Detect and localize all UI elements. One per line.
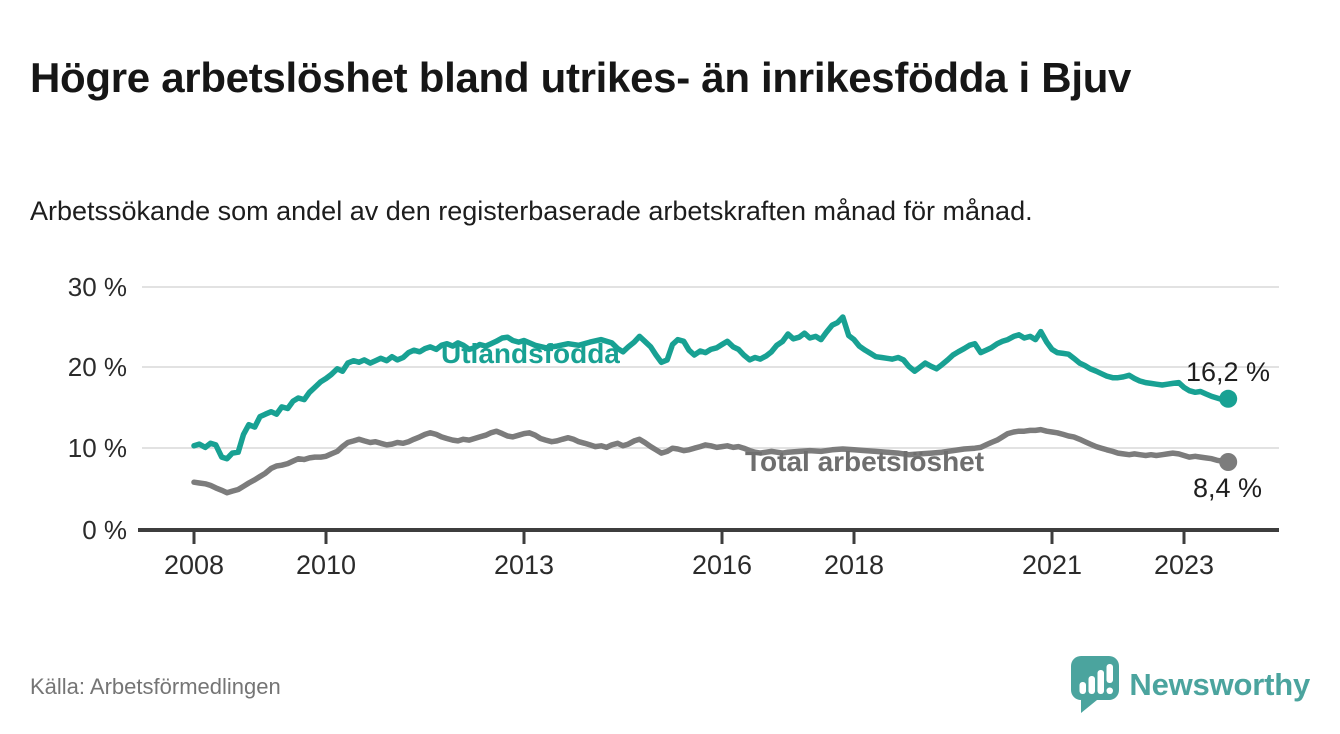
logo-exclamation-bar	[1106, 664, 1114, 683]
x-tick-label-2023: 2023	[1154, 550, 1214, 580]
logo-exclamation-dot	[1106, 687, 1114, 694]
x-tick-label-2013: 2013	[494, 550, 554, 580]
logo-bar-small	[1079, 682, 1087, 694]
y-tick-label-20: 20 %	[68, 352, 127, 382]
x-tick-label-2018: 2018	[824, 550, 884, 580]
x-tick-label-2021: 2021	[1022, 550, 1082, 580]
y-tick-label-30: 30 %	[68, 272, 127, 302]
y-tick-label-0: 0 %	[82, 515, 127, 545]
series-line-total-arbetsl-shet	[191, 426, 1231, 496]
x-tick-label-2016: 2016	[692, 550, 752, 580]
end-value-label-total: 8,4 %	[1193, 473, 1262, 503]
x-axis-labels: 2008 2010 2013 2016 2018 2021 2023	[164, 550, 1214, 580]
series-end-dot-utlandsf-dda	[1219, 389, 1238, 408]
y-tick-label-10: 10 %	[68, 433, 127, 463]
logo-bar-medium	[1088, 676, 1096, 694]
series-group	[191, 314, 1238, 496]
chart-subtitle: Arbetssökande som andel av den registerb…	[30, 196, 1033, 226]
brand-name: Newsworthy	[1129, 667, 1310, 702]
x-axis-ticks	[192, 532, 1186, 544]
series-label-total-arbetsloshet: Total arbetslöshet	[745, 446, 984, 477]
series-label-utlandsfodda: Utlandsfödda	[441, 338, 620, 369]
page-title: Högre arbetslöshet bland utrikes- än inr…	[30, 54, 1132, 102]
gridlines	[142, 286, 1279, 449]
series-line-utlandsf-dda	[191, 314, 1231, 462]
series-end-dot-total-arbetsl-shet	[1219, 453, 1238, 471]
newsworthy-logo-icon	[1071, 656, 1120, 713]
end-value-label-utlandsfodda: 16,2 %	[1186, 357, 1270, 387]
x-tick-label-2008: 2008	[164, 550, 224, 580]
x-tick-label-2010: 2010	[296, 550, 356, 580]
source-note: Källa: Arbetsförmedlingen	[30, 674, 281, 699]
newsworthy-logo: Newsworthy	[1071, 656, 1310, 714]
logo-bar-large	[1097, 670, 1105, 694]
y-axis-labels: 30 % 20 % 10 % 0 %	[68, 272, 127, 545]
